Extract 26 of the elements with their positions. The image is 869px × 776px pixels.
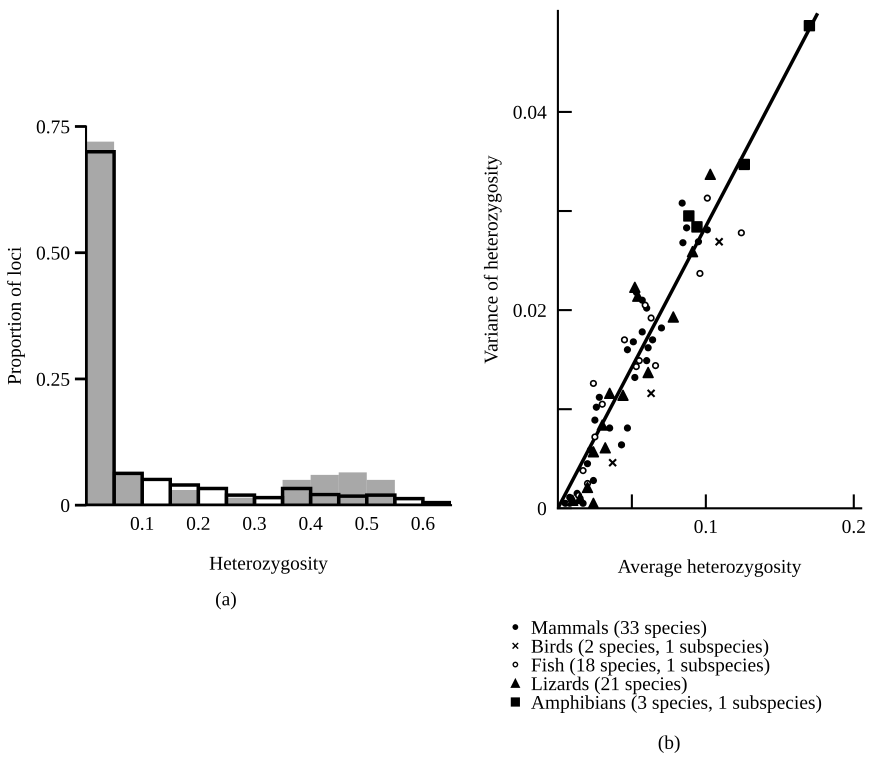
x-tick-label: 0.4 xyxy=(299,516,322,530)
y-tick-label: 0.75 xyxy=(36,120,70,134)
legend-label: Fish (18 species, 1 subspecies) xyxy=(531,658,770,676)
x-tick-label: 0.2 xyxy=(186,516,210,530)
x-tick-label: 0.6 xyxy=(412,516,435,530)
legend-label: Amphibians (3 species, 1 subspecies) xyxy=(531,695,822,713)
x-axis-title: Heterozygosity xyxy=(210,556,328,574)
x-tick-label: 0.1 xyxy=(694,520,717,534)
y-tick-label: 0 xyxy=(538,502,546,516)
y-axis-title: Variance of heterozygosity xyxy=(484,155,502,364)
text: (a) xyxy=(216,592,236,610)
x-tick-label: 0.1 xyxy=(130,516,154,530)
y-tick-label: 0.25 xyxy=(36,372,70,386)
y-tick-label: 0.02 xyxy=(514,304,546,318)
text: (b) xyxy=(658,735,680,753)
x-tick-label: 0.3 xyxy=(243,516,266,530)
legend-label: Birds (2 species, 1 subspecies) xyxy=(531,639,768,657)
y-tick-label: 0.50 xyxy=(36,246,70,260)
y-tick-label: 0.04 xyxy=(514,106,546,119)
y-tick-label: 0 xyxy=(61,498,70,512)
x-axis-title: Average heterozygosity xyxy=(618,559,802,577)
x-tick-label: 0.5 xyxy=(355,516,378,530)
y-axis-title: Proportion of loci xyxy=(7,247,25,384)
legend-label: Mammals (33 species) xyxy=(531,620,706,638)
legend-label: Lizards (21 species) xyxy=(531,676,687,694)
x-tick-label: 0.2 xyxy=(842,520,865,534)
